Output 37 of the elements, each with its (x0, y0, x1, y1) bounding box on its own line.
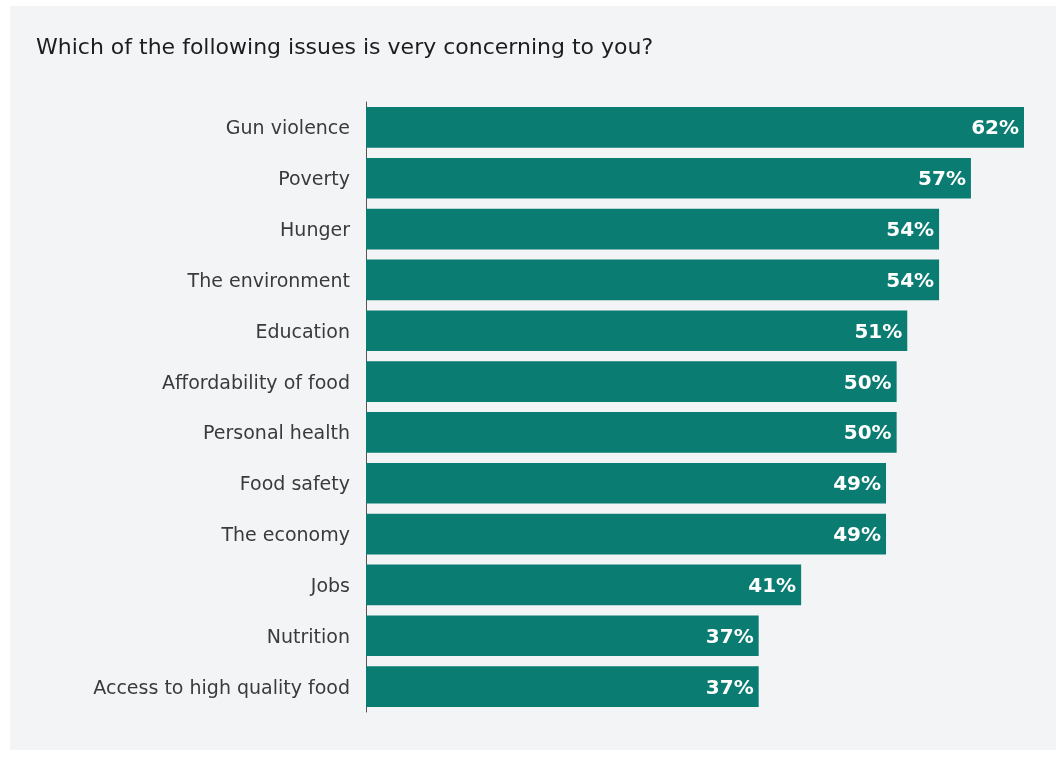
data-label: 51% (854, 318, 903, 343)
y-tick-label: The environment (186, 268, 350, 291)
y-tick-label: Food safety (239, 472, 350, 495)
data-label: 37% (705, 623, 754, 648)
data-label: 54% (886, 267, 935, 292)
bar (366, 107, 1024, 148)
data-label: 57% (918, 166, 966, 191)
data-label: 50% (843, 369, 892, 394)
bar (366, 361, 897, 402)
data-label: 37% (705, 674, 754, 699)
y-tick-label: Hunger (280, 218, 351, 241)
chart-title: Which of the following issues is very concerning to you? (36, 34, 654, 59)
data-label: 62% (971, 115, 1019, 140)
y-tick-label: Jobs (309, 573, 350, 596)
data-label: 41% (748, 572, 797, 597)
y-tick-label: The economy (220, 523, 350, 546)
y-tick-label: Nutrition (266, 624, 350, 647)
bar (366, 462, 887, 504)
bar (366, 310, 908, 352)
y-tick-label: Access to high quality food (93, 675, 350, 698)
bar (366, 666, 759, 707)
data-label: 54% (886, 217, 935, 242)
bar (366, 564, 802, 606)
data-label: 49% (833, 471, 882, 496)
bar (366, 412, 897, 453)
y-tick-label: Poverty (278, 167, 350, 190)
bar (366, 513, 887, 555)
y-tick-label: Personal health (203, 421, 350, 444)
y-tick-label: Education (255, 319, 350, 342)
bar (366, 157, 971, 199)
bar (366, 208, 940, 250)
y-tick-label: Affordability of food (162, 370, 350, 393)
bar (366, 259, 940, 301)
data-label: 50% (843, 420, 892, 445)
data-label: 49% (833, 522, 882, 547)
y-tick-label: Gun violence (225, 116, 350, 139)
bar (366, 615, 759, 657)
